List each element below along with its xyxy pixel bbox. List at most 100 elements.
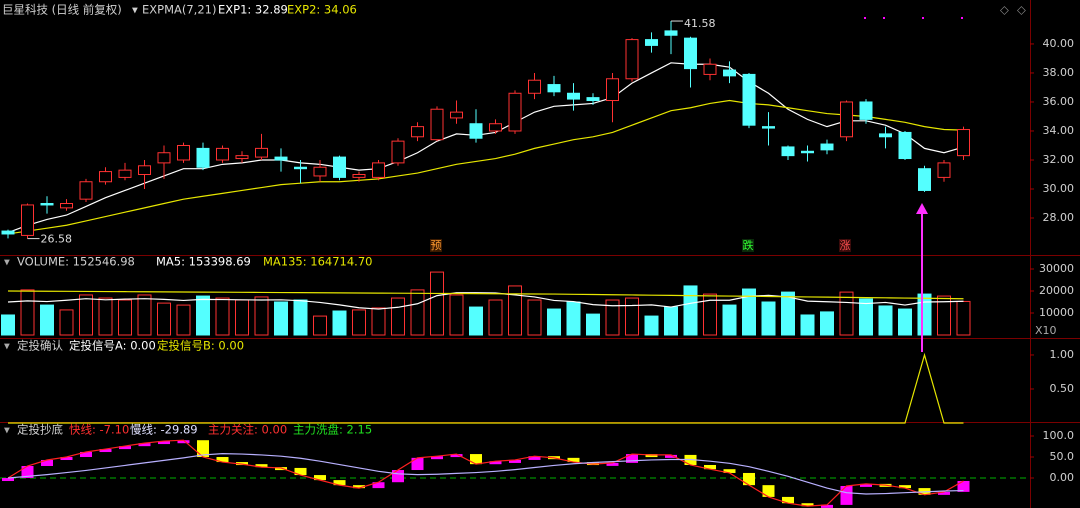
- volume-bar: [664, 306, 678, 336]
- y-tick-label: 20000: [1039, 284, 1074, 297]
- volume-bar: [878, 305, 893, 336]
- legend-exp1: EXP1: 32.89: [218, 3, 288, 17]
- candle-body: [489, 123, 502, 132]
- volume-bar: [644, 315, 659, 336]
- low-label: 26.58: [41, 233, 73, 246]
- fast-box: [41, 459, 53, 466]
- candle-body: [333, 156, 346, 178]
- y-tick-label: 30000: [1039, 262, 1074, 275]
- fast-box: [372, 482, 385, 489]
- volume-bar: [371, 307, 386, 336]
- legend-ma5: MA5: 153398.69: [156, 255, 251, 269]
- fast-box: [119, 446, 131, 450]
- volume-bar: [605, 299, 620, 336]
- candle-body: [957, 129, 970, 157]
- fast-box: [528, 456, 541, 460]
- candle-body: [118, 169, 132, 178]
- volume-bar: [410, 289, 425, 336]
- y-tick-label: 38.00: [1043, 66, 1075, 79]
- candle-body: [781, 146, 795, 157]
- candle-body: [352, 173, 366, 178]
- candle-body: [196, 147, 210, 168]
- volume-bar: [118, 299, 132, 336]
- menu-icon[interactable]: ▾: [4, 423, 10, 437]
- candle-body: [60, 203, 73, 209]
- volume-bar: [547, 308, 561, 336]
- fast-box: [801, 503, 814, 507]
- fast-box: [392, 470, 404, 483]
- arrow-head: [916, 203, 928, 214]
- fast-box: [177, 440, 190, 444]
- collapse-icon[interactable]: ◇: [1017, 3, 1026, 17]
- volume-bar: [79, 294, 93, 336]
- fast-box: [509, 459, 521, 463]
- fast-box: [957, 480, 970, 492]
- candle-body: [898, 131, 912, 160]
- candle-body: [430, 108, 444, 141]
- candle-body: [21, 204, 34, 236]
- volume-bar: [293, 299, 308, 336]
- volume-bar: [586, 313, 600, 336]
- fast-box: [294, 467, 307, 476]
- volume-bar: [176, 304, 191, 336]
- volume-bar: [820, 311, 834, 336]
- candle-body: [859, 101, 873, 120]
- volume-bar: [566, 301, 581, 336]
- candle-body: [255, 147, 268, 158]
- signal: 预: [431, 239, 442, 252]
- settings-icon[interactable]: ◇: [1000, 3, 1009, 17]
- candle-body: [918, 168, 931, 191]
- panel-title: 定投确认: [17, 339, 63, 353]
- volume-bar: [956, 300, 971, 336]
- candle-body: [625, 39, 639, 80]
- signal: 跌: [743, 238, 754, 252]
- candle-body: [762, 126, 775, 129]
- candle-body: [469, 123, 483, 139]
- volume-bar: [469, 306, 483, 336]
- candle-body: [723, 69, 736, 77]
- y-tick-label: 0.00: [1050, 471, 1075, 484]
- candle-body: [99, 171, 112, 183]
- candle-body: [235, 155, 249, 160]
- y-tick-label: 100.0: [1043, 429, 1075, 442]
- volume-bar: [254, 296, 269, 336]
- candle-body: [79, 181, 93, 200]
- fast-box: [899, 485, 911, 489]
- candle-body: [294, 166, 307, 170]
- volume-bar: [703, 293, 717, 336]
- volume-bar: [274, 301, 288, 336]
- candle-body: [1, 230, 15, 235]
- volume-bar: [625, 297, 639, 336]
- candle-body: [313, 166, 327, 177]
- volume-bar: [98, 297, 113, 336]
- fast-box: [99, 449, 112, 453]
- volume-bar: [917, 293, 932, 336]
- volume-bar: [1, 314, 15, 336]
- fast-box: [821, 504, 833, 508]
- legend-slow: 慢线: -29.89: [130, 423, 198, 437]
- candle-body: [567, 92, 580, 100]
- volume-bar: [137, 294, 152, 336]
- y-tick-label: 30.00: [1043, 182, 1075, 195]
- menu-icon[interactable]: ▾: [132, 3, 138, 17]
- signal-box: [430, 239, 442, 252]
- menu-icon[interactable]: ▾: [4, 255, 10, 269]
- menu-icon[interactable]: ▾: [4, 339, 10, 353]
- fast-box: [138, 443, 151, 447]
- volume-title: VOLUME: 152546.98: [17, 255, 135, 269]
- volume-bar: [332, 310, 347, 336]
- candle-body: [801, 150, 814, 154]
- fast-box: [216, 457, 229, 463]
- fast-box: [21, 466, 34, 479]
- candle-body: [138, 165, 151, 175]
- candle-body: [450, 111, 463, 119]
- y-tick-label: 28.00: [1043, 211, 1075, 224]
- fast-box: [411, 457, 424, 471]
- chart-title: 巨星科技 (日线 前复权): [2, 3, 122, 17]
- candle-body: [645, 39, 658, 46]
- y-tick-label: 40.00: [1043, 37, 1075, 50]
- y-tick-label: 1.00: [1050, 348, 1075, 361]
- fast-box: [158, 441, 170, 445]
- y-tick-label: 32.00: [1043, 153, 1075, 166]
- volume-bar: [527, 299, 542, 336]
